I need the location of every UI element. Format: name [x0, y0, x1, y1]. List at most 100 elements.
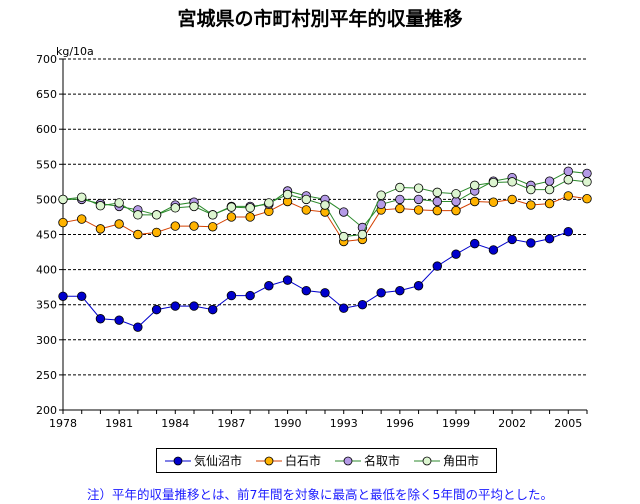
data-point — [507, 194, 517, 205]
data-point — [77, 192, 87, 202]
data-point — [395, 194, 405, 205]
data-point — [376, 190, 386, 200]
data-point — [58, 194, 68, 205]
data-point — [413, 205, 424, 215]
y-tick-label: 650 — [36, 88, 57, 101]
data-point — [488, 197, 499, 207]
axes — [59, 58, 588, 414]
data-point — [582, 193, 592, 204]
data-point — [245, 212, 255, 222]
data-point — [339, 231, 349, 242]
legend-swatch — [256, 456, 283, 465]
legend-label: 白石市 — [285, 454, 322, 468]
data-point — [133, 322, 143, 332]
y-tick-label: 550 — [36, 158, 57, 171]
data-point — [208, 222, 218, 232]
series-group — [58, 166, 592, 332]
data-point — [357, 229, 368, 240]
data-point — [170, 221, 180, 231]
x-tick-label: 1990 — [274, 417, 302, 430]
data-point — [526, 200, 536, 210]
data-point — [189, 301, 199, 311]
legend-swatch — [414, 456, 441, 465]
data-point — [544, 198, 555, 209]
data-point — [208, 304, 218, 315]
data-point — [395, 203, 405, 214]
x-tick-label: 1996 — [386, 417, 414, 430]
data-point — [226, 212, 237, 222]
series-4 — [58, 175, 592, 242]
legend-label: 気仙沼市 — [194, 454, 243, 468]
x-tick-label: 1999 — [442, 417, 470, 430]
data-point — [151, 210, 162, 220]
legend-swatch — [165, 456, 191, 465]
data-point — [470, 196, 480, 207]
data-point — [301, 194, 311, 205]
data-point — [114, 219, 124, 229]
y-tick-label: 700 — [36, 53, 57, 66]
data-point — [395, 182, 405, 193]
x-tick-label: 1978 — [49, 417, 77, 430]
legend-label: 角田市 — [443, 454, 480, 468]
x-tick-label: 2002 — [498, 417, 526, 430]
x-tick-label: 1993 — [330, 417, 358, 430]
data-point — [413, 194, 424, 205]
y-tick-label: 200 — [36, 404, 57, 417]
data-point — [339, 303, 349, 313]
data-point — [245, 290, 255, 301]
data-point — [264, 281, 274, 291]
data-point — [432, 196, 442, 207]
data-point — [563, 166, 573, 177]
data-point — [320, 200, 330, 210]
series-line — [63, 231, 569, 328]
legend-item: 角田市 — [414, 452, 479, 469]
data-point — [395, 285, 405, 296]
data-point — [208, 210, 218, 220]
data-point — [451, 249, 461, 259]
legend-label: 名取市 — [364, 454, 401, 468]
data-point — [133, 210, 143, 220]
data-point — [432, 205, 442, 216]
series-1 — [58, 226, 573, 332]
data-point — [95, 201, 106, 211]
y-tick-label: 300 — [36, 334, 57, 347]
data-point — [470, 180, 480, 191]
y-axis-label: kg/10a — [56, 45, 94, 58]
data-point — [320, 288, 330, 298]
data-point — [582, 177, 592, 187]
data-point — [376, 288, 386, 298]
data-point — [563, 226, 573, 237]
data-point — [58, 217, 68, 228]
data-point — [114, 198, 124, 208]
data-point — [526, 238, 536, 248]
legend-swatch — [335, 456, 362, 465]
data-point — [114, 315, 124, 325]
data-point — [413, 281, 424, 291]
data-point — [488, 177, 499, 188]
data-point — [245, 203, 255, 213]
data-point — [544, 234, 555, 244]
data-point — [357, 300, 368, 310]
y-tick-label: 600 — [36, 123, 57, 136]
footnote: 注）平年的収量推移とは、前7年間を対象に最高と最低を除く5年間の平均とした。 — [87, 487, 553, 502]
data-point — [301, 285, 311, 296]
data-point — [432, 187, 442, 198]
data-point — [339, 207, 349, 217]
data-point — [95, 224, 106, 234]
data-point — [507, 177, 517, 187]
legend-item: 名取市 — [335, 452, 400, 469]
y-tick-label: 400 — [36, 264, 57, 277]
y-tick-label: 500 — [36, 193, 57, 206]
data-point — [507, 234, 517, 245]
y-tick-label: 250 — [36, 369, 57, 382]
tick-labels: 200 250 300 350 400 450 500 550 600 650 700 1978 198… — [36, 53, 582, 430]
data-point — [95, 314, 106, 324]
data-point — [451, 196, 461, 207]
legend: 気仙沼市 白石市 名取市 角田市 — [156, 448, 497, 473]
data-point — [77, 214, 87, 224]
data-point — [151, 304, 162, 315]
data-point — [77, 291, 87, 301]
chart-title: 宮城県の市町村別平年的収量推移 — [177, 8, 463, 30]
data-point — [226, 202, 237, 212]
x-tick-label: 1981 — [105, 417, 133, 430]
